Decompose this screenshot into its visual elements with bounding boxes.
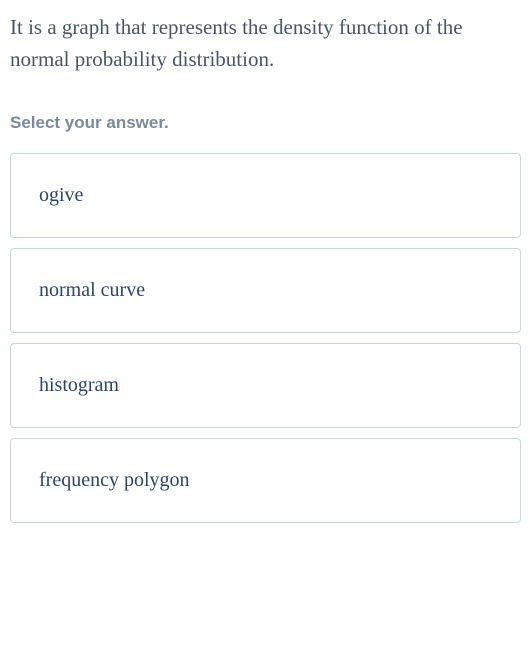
option-frequency-polygon[interactable]: frequency polygon: [10, 438, 521, 523]
options-container: ogive normal curve histogram frequency p…: [10, 153, 521, 523]
option-ogive[interactable]: ogive: [10, 153, 521, 238]
option-normal-curve[interactable]: normal curve: [10, 248, 521, 333]
question-text: It is a graph that represents the densit…: [10, 12, 521, 75]
option-histogram[interactable]: histogram: [10, 343, 521, 428]
instruction-label: Select your answer.: [10, 113, 521, 133]
